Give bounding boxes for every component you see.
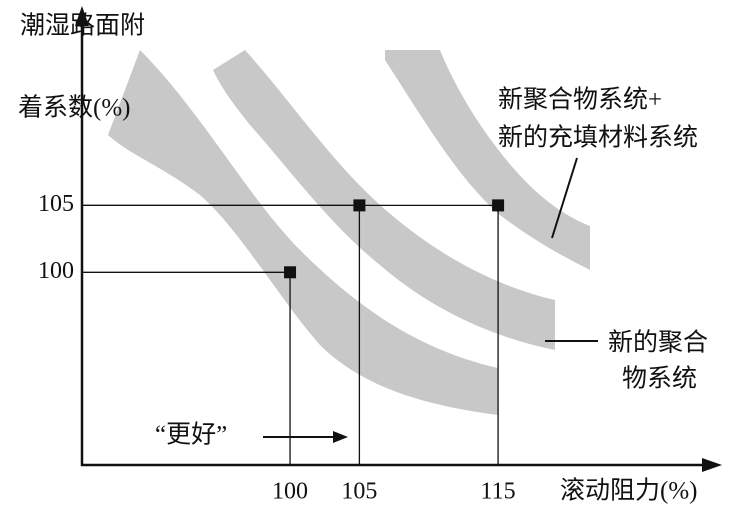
x-tick-label: 105 xyxy=(341,479,377,505)
band xyxy=(213,50,555,350)
x-tick-label: 115 xyxy=(481,479,516,505)
bands xyxy=(108,50,590,415)
axes xyxy=(75,6,722,472)
y-tick-label: 105 xyxy=(38,191,74,217)
leader-line xyxy=(551,157,578,239)
y-label: 潮湿路面附 xyxy=(20,12,145,40)
band xyxy=(385,50,590,270)
leaders xyxy=(263,157,598,443)
annotation: 物系统 xyxy=(622,365,697,393)
annotation: “更好” xyxy=(155,421,227,449)
point xyxy=(284,266,297,279)
y-label: 着系数(%) xyxy=(18,94,130,122)
annotation: 新的聚合 xyxy=(608,329,708,357)
y-tick-label: 100 xyxy=(38,258,74,284)
x-label: 滚动阻力(%) xyxy=(560,477,697,505)
point xyxy=(492,199,505,212)
x-tick-label: 100 xyxy=(272,479,308,505)
annotation: 新聚合物系统+ xyxy=(498,86,662,114)
arrow-head xyxy=(333,431,348,443)
annotation: 新的充填材料系统 xyxy=(498,124,698,152)
y-axis-arrow xyxy=(75,6,89,26)
band xyxy=(108,50,498,415)
x-axis-arrow xyxy=(702,458,722,472)
